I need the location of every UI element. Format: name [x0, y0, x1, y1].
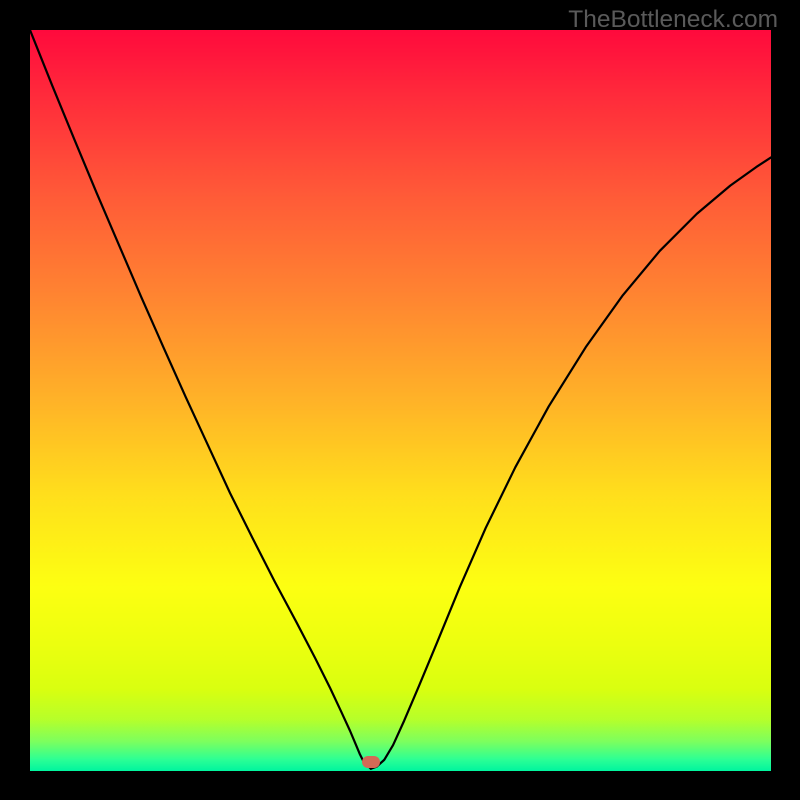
- minimum-marker: [362, 756, 380, 768]
- curve-layer: [30, 30, 771, 771]
- curve-path: [371, 157, 771, 768]
- chart-container: TheBottleneck.com: [0, 0, 800, 800]
- watermark-text: TheBottleneck.com: [568, 6, 778, 34]
- watermark-label: TheBottleneck.com: [568, 6, 778, 33]
- plot-area: [30, 30, 771, 771]
- curve-path: [30, 30, 371, 769]
